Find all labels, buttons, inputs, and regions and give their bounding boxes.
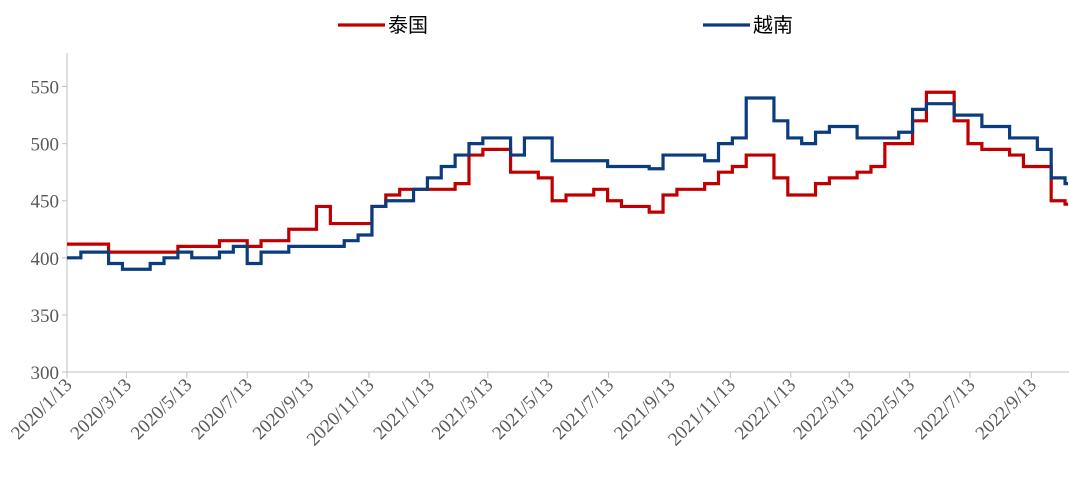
y-tick-label: 400 [31,249,60,270]
y-tick-label: 450 [31,192,60,213]
x-tick-label: 2021/5/13 [488,375,557,444]
y-tick-label: 550 [31,78,60,99]
series-line [67,96,1068,271]
x-tick-label: 2022/7/13 [910,375,979,444]
series-line [67,90,1068,254]
y-tick-label: 300 [31,363,60,384]
legend-label: 越南 [753,14,793,37]
x-tick-label: 2021/3/13 [428,375,497,444]
x-tick-label: 2020/3/13 [67,375,136,444]
x-tick-label: 2022/3/13 [789,375,858,444]
x-tick-label: 2021/1/13 [370,375,439,444]
x-tick-label: 2022/5/13 [850,375,919,444]
x-tick-label: 2022/1/13 [731,375,800,444]
legend-label: 泰国 [388,14,428,37]
x-tick-label: 2020/1/13 [7,375,76,444]
x-tick-label: 2020/7/13 [187,375,256,444]
y-tick-label: 350 [31,306,60,327]
x-tick-label: 2021/7/13 [549,375,618,444]
x-tick-label: 2022/9/13 [972,375,1041,444]
y-tick-label: 500 [31,135,60,156]
x-tick-label: 2020/5/13 [127,375,196,444]
